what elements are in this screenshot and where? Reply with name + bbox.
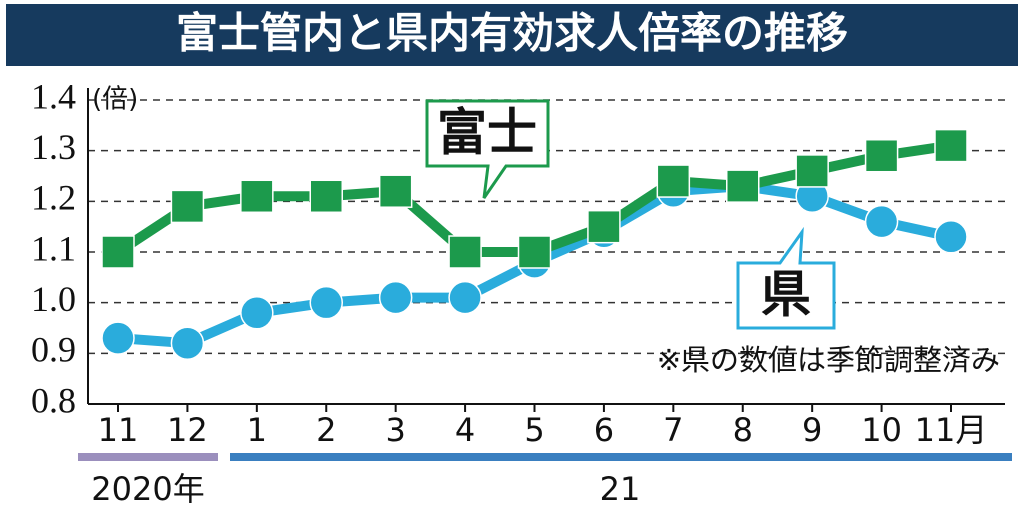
- x-tick-label: 7: [663, 411, 683, 449]
- x-tick-label: 1: [247, 411, 267, 449]
- marker: [864, 204, 899, 239]
- marker: [726, 169, 760, 203]
- marker: [795, 154, 829, 188]
- x-tick-label: 2: [316, 411, 336, 449]
- y-tick-label: 1.4: [31, 76, 76, 116]
- x-tick-label: 4: [455, 411, 475, 449]
- period-label: 2020年: [91, 470, 204, 508]
- x-tick-label: 5: [524, 411, 544, 449]
- marker: [240, 296, 274, 330]
- period-bar: [78, 453, 218, 461]
- marker: [309, 285, 343, 320]
- callout-box: [736, 226, 836, 330]
- y-tick-label: 1.0: [31, 279, 76, 319]
- marker: [170, 326, 205, 360]
- plot: 0.80.91.01.11.21.31.411 12 1 2 3 4 5 6 7 8 9 10 11月: [31, 76, 1005, 449]
- marker: [240, 179, 274, 214]
- marker: [934, 128, 968, 163]
- series-label: 富士: [437, 104, 537, 162]
- y-tick-label: 1.3: [31, 127, 76, 167]
- callout-box: [425, 99, 550, 199]
- marker: [101, 321, 135, 355]
- marker: [309, 179, 343, 214]
- marker: [934, 220, 968, 254]
- title-banner: [6, 4, 1018, 66]
- chart-title: 富士管内と県内有効求人倍率の推移: [176, 9, 848, 58]
- marker: [587, 209, 621, 244]
- series-label: 県: [761, 266, 811, 324]
- x-tick-label: 3: [385, 411, 405, 449]
- x-tick-label: 12: [167, 411, 208, 449]
- note: ※県の数値は季節調整済み: [657, 343, 1000, 377]
- marker: [448, 235, 482, 269]
- marker: [864, 138, 899, 173]
- x-tick-label: 9: [802, 411, 822, 449]
- x-tick-label: 11: [98, 411, 139, 449]
- y-tick-label: 1.1: [31, 228, 76, 268]
- marker: [448, 280, 482, 315]
- period-label: 21: [600, 470, 641, 508]
- marker: [656, 164, 691, 198]
- x-tick-label: 6: [594, 411, 614, 449]
- marker: [378, 280, 413, 315]
- y-tick-label: 0.9: [31, 330, 76, 370]
- x-tick-label: 10: [861, 411, 902, 449]
- marker: [517, 235, 552, 269]
- y-tick-label: 1.2: [31, 178, 76, 218]
- marker: [170, 189, 205, 224]
- period-bar: [230, 453, 1012, 461]
- marker: [378, 174, 413, 208]
- x-tick-label: 8: [733, 411, 753, 449]
- x-tick-label: 11月: [915, 411, 988, 449]
- y-tick-label: 0.8: [31, 380, 76, 420]
- marker: [101, 235, 135, 269]
